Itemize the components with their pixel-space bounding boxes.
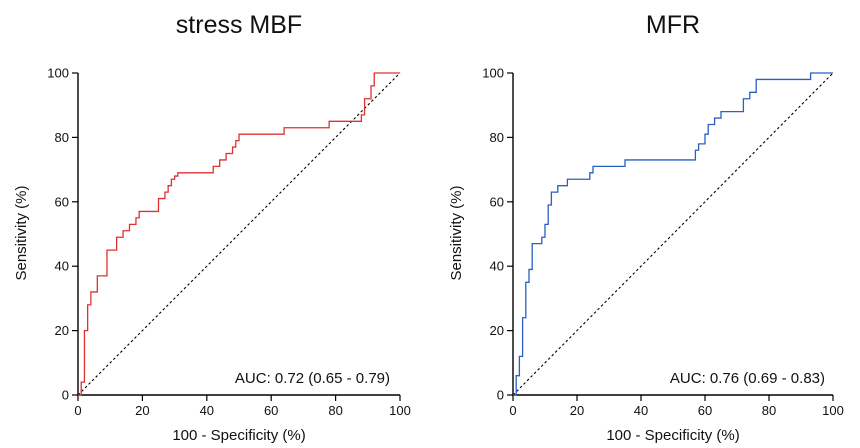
y-tick-label: 80 — [55, 130, 69, 145]
x-tick-label: 20 — [135, 403, 149, 418]
x-axis-label: 100 - Specificity (%) — [606, 427, 739, 444]
auc-annotation: AUC: 0.72 (0.65 - 0.79) — [235, 370, 390, 387]
y-tick-label: 40 — [55, 259, 69, 274]
stress-mbf-panel: stress MBF Sensitivity (%) 100 - Specifi… — [13, 11, 411, 444]
x-tick-label: 40 — [634, 403, 648, 418]
x-tick-label: 40 — [200, 403, 214, 418]
x-tick-label: 100 — [822, 403, 844, 418]
x-tick-label: 20 — [570, 403, 584, 418]
x-tick-label: 80 — [328, 403, 342, 418]
reference-diagonal — [512, 72, 834, 396]
reference-diagonal — [77, 72, 401, 396]
mfr-panel: MFR Sensitivity (%) 100 - Specificity (%… — [448, 11, 844, 444]
y-axis-label: Sensitivity (%) — [13, 185, 30, 280]
y-tick-label: 0 — [62, 388, 69, 403]
y-tick-label: 60 — [490, 194, 504, 209]
x-tick-label: 80 — [762, 403, 776, 418]
x-axis-label: 100 - Specificity (%) — [172, 427, 305, 444]
y-tick-label: 0 — [497, 388, 504, 403]
roc-curve — [513, 72, 833, 396]
y-tick-label: 60 — [55, 194, 69, 209]
y-tick-label: 80 — [490, 130, 504, 145]
x-tick-label: 60 — [264, 403, 278, 418]
x-tick-label: 0 — [509, 403, 516, 418]
x-tick-label: 0 — [74, 403, 81, 418]
x-tick-label: 60 — [698, 403, 712, 418]
y-axis-label: Sensitivity (%) — [448, 185, 465, 280]
y-tick-label: 100 — [47, 66, 69, 81]
chart-title: MFR — [646, 11, 700, 39]
roc-curve — [78, 72, 400, 396]
y-tick-label: 20 — [55, 323, 69, 338]
y-tick-label: 20 — [490, 323, 504, 338]
chart-title: stress MBF — [176, 11, 302, 39]
x-tick-label: 100 — [389, 403, 411, 418]
y-tick-label: 100 — [482, 66, 504, 81]
auc-annotation: AUC: 0.76 (0.69 - 0.83) — [670, 370, 825, 387]
y-tick-label: 40 — [490, 259, 504, 274]
